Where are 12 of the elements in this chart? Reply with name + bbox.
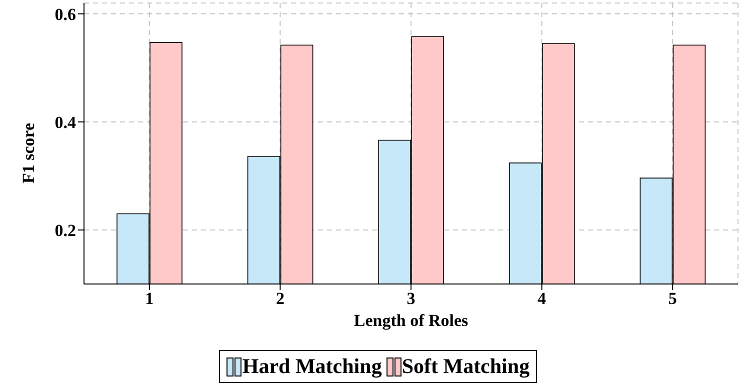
y-tick-label: 0.6 — [54, 4, 76, 24]
y-tick-label: 0.4 — [54, 112, 76, 132]
y-axis-title: F1 score — [19, 122, 38, 184]
x-tick-label: 5 — [668, 289, 677, 308]
x-tick-label: 3 — [406, 289, 416, 308]
x-tick-label: 4 — [538, 289, 547, 308]
legend-label: Hard Matching — [242, 354, 382, 379]
x-tick-label: 1 — [145, 289, 154, 308]
x-tick-label: 2 — [276, 289, 284, 308]
x-axis-title: Length of Roles — [354, 311, 469, 330]
y-tick-label: 0.2 — [54, 220, 76, 240]
legend-label: Soft Matching — [402, 354, 530, 379]
